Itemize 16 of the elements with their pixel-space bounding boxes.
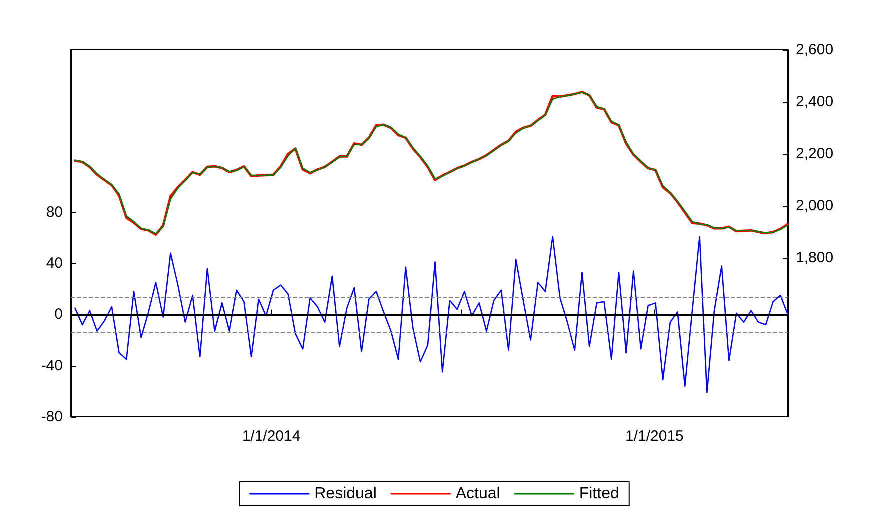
- line-series: [74, 236, 789, 394]
- y-tick-label: -80: [41, 408, 63, 426]
- x-tick-label: 1/1/2014: [242, 428, 301, 445]
- legend-label: Residual: [314, 486, 377, 502]
- y-tick-label: 0: [54, 306, 63, 324]
- y2-tick-label: 2,400: [796, 94, 834, 111]
- y-tick-label: -40: [41, 357, 63, 374]
- x-tick-label: 1/1/2015: [625, 428, 684, 445]
- legend-label: Fitted: [579, 486, 620, 502]
- y2-tick-label: 2,200: [796, 146, 834, 163]
- y2-tick-label: 2,600: [796, 42, 834, 58]
- y2-tick-label: 2,000: [796, 198, 834, 215]
- y-tick-label: 40: [46, 255, 63, 272]
- legend-label: Actual: [456, 486, 500, 502]
- y2-tick-label: 1,800: [796, 250, 834, 267]
- y-tick-label: 80: [46, 204, 63, 221]
